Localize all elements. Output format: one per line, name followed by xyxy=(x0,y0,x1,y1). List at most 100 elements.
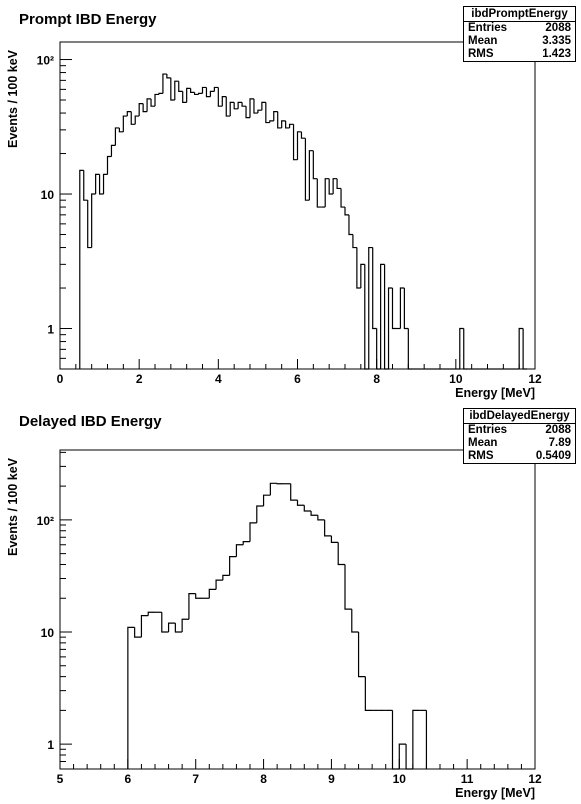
x-tick-label: 6 xyxy=(294,372,301,386)
histogram-bin xyxy=(337,179,341,189)
histogram-bin xyxy=(175,623,182,632)
histogram-bin xyxy=(111,145,115,156)
histogram-bin xyxy=(523,329,527,369)
histogram-bin xyxy=(325,520,332,536)
plot-frame xyxy=(60,42,535,369)
histogram-bin xyxy=(148,612,155,615)
histogram-bin xyxy=(393,710,400,769)
histogram-bin xyxy=(464,329,468,369)
stats-mean: 3.335 xyxy=(542,35,571,48)
histogram-bin xyxy=(345,207,349,215)
histogram-bin xyxy=(162,612,169,632)
histogram-bin xyxy=(301,132,305,138)
histogram-bin xyxy=(123,116,127,132)
y-tick-label: 10 xyxy=(41,188,55,202)
stats-box-name: ibdPromptEnergy xyxy=(464,7,575,22)
histogram-bin xyxy=(373,248,377,329)
histogram-bin xyxy=(236,545,243,557)
histogram-bin xyxy=(104,174,108,194)
histogram-bin xyxy=(399,744,406,769)
histogram-bin xyxy=(167,74,171,78)
histogram-bins xyxy=(128,483,427,769)
histogram-bin xyxy=(196,594,203,599)
histogram-bin xyxy=(209,589,216,598)
histogram-bin xyxy=(365,677,372,711)
histogram-bin xyxy=(413,710,420,769)
histogram-bin xyxy=(179,81,183,91)
histogram-bin xyxy=(349,215,353,235)
y-tick-label: 1 xyxy=(47,323,54,337)
x-tick-label: 8 xyxy=(260,772,267,786)
stats-entries: 2088 xyxy=(545,424,571,437)
histogram-bin xyxy=(135,116,139,124)
x-tick-label: 4 xyxy=(215,372,222,386)
stats-rms: 0.5409 xyxy=(536,450,571,463)
histogram-bin xyxy=(189,594,196,620)
histogram-bin xyxy=(92,194,96,248)
histogram-bin xyxy=(408,329,412,369)
x-tick-label: 5 xyxy=(57,772,64,786)
x-axis-label: Energy [MeV] xyxy=(455,786,535,800)
histogram-bin xyxy=(313,151,317,179)
histogram-bin xyxy=(270,121,274,123)
x-tick-label: 2 xyxy=(136,372,143,386)
histogram-bin xyxy=(243,542,250,545)
histogram-bin xyxy=(345,565,352,610)
histogram-bin xyxy=(258,110,262,113)
histogram-bin xyxy=(404,288,408,328)
histogram-bin xyxy=(352,609,359,632)
histogram-bin xyxy=(393,288,397,328)
x-tick-label: 11 xyxy=(461,772,474,786)
stats-mean: 7.89 xyxy=(549,437,571,450)
y-axis-label: Events / 100 keV xyxy=(6,49,20,148)
histogram-bin xyxy=(257,506,264,523)
histogram-bin xyxy=(84,170,88,200)
histogram-bin xyxy=(338,542,345,564)
histogram-bin xyxy=(266,102,270,122)
histogram-bin xyxy=(250,523,257,542)
histogram-bin xyxy=(199,93,203,94)
histogram-bin xyxy=(318,515,325,520)
stats-entries: 2088 xyxy=(545,22,571,35)
stats-rms: 1.423 xyxy=(542,48,571,61)
histogram-bin xyxy=(159,93,163,94)
histogram-bin xyxy=(223,575,230,580)
x-tick-label: 6 xyxy=(125,772,132,786)
y-tick-label: 10² xyxy=(37,54,54,68)
histogram-bin xyxy=(341,188,345,207)
histogram-bin xyxy=(128,627,135,769)
histogram-bin xyxy=(311,511,318,515)
histogram-bin xyxy=(317,179,321,207)
y-axis-label: Events / 100 keV xyxy=(6,457,20,556)
x-axis-label: Energy [MeV] xyxy=(455,386,535,400)
histogram-bin xyxy=(298,500,305,505)
histogram-bin xyxy=(359,632,366,677)
histogram-bin xyxy=(304,505,311,511)
histogram-bin xyxy=(210,91,214,96)
histogram-bin xyxy=(155,94,159,106)
x-tick-label: 10 xyxy=(449,372,463,386)
histogram-bin xyxy=(169,623,176,632)
histogram-bin xyxy=(331,536,338,543)
x-tick-label: 0 xyxy=(57,372,64,386)
x-tick-label: 10 xyxy=(393,772,407,786)
histogram-bin xyxy=(141,616,148,638)
x-tick-label: 9 xyxy=(328,772,335,786)
histogram-bin xyxy=(406,744,413,769)
y-tick-label: 10 xyxy=(41,626,55,640)
x-tick-label: 8 xyxy=(373,372,380,386)
histogram-bin xyxy=(230,557,237,576)
chart-title: Delayed IBD Energy xyxy=(19,413,162,430)
histogram-bins xyxy=(80,74,527,369)
plot-frame xyxy=(60,450,535,769)
histogram-bin xyxy=(242,102,246,106)
stats-box-name: ibdDelayedEnergy xyxy=(464,409,575,424)
histogram-bin xyxy=(264,495,271,506)
histogram-bin xyxy=(291,484,298,500)
